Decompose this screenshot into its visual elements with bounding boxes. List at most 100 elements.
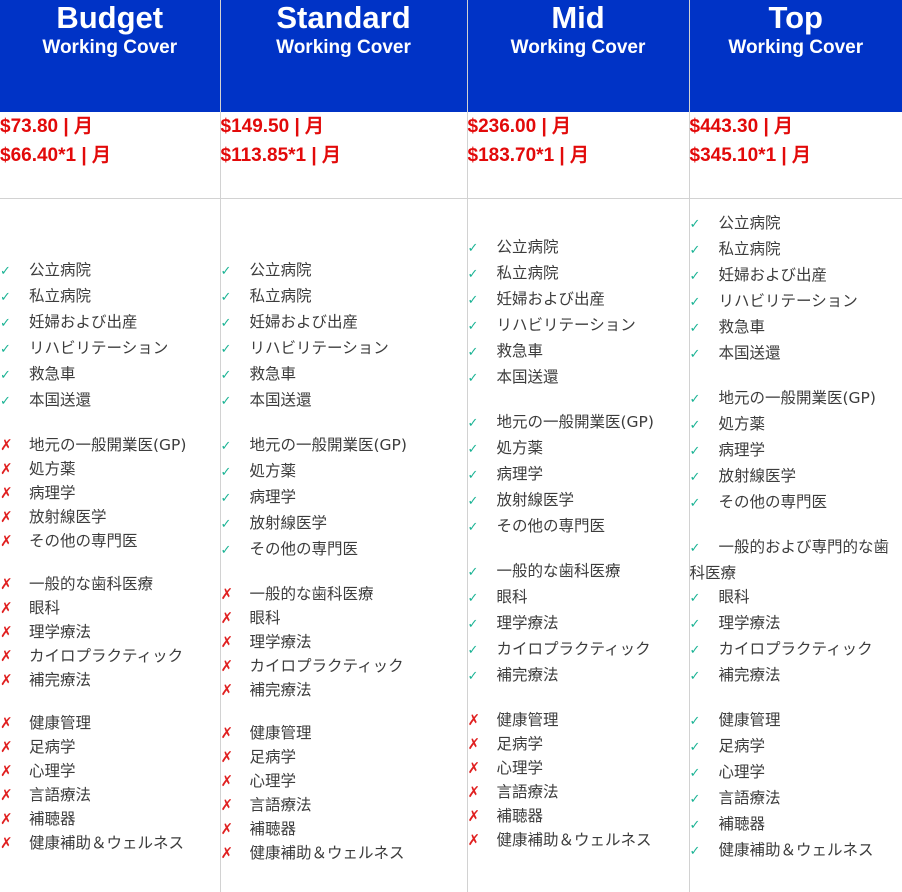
feature-group: ✓ 公立病院 ✓ 私立病院 ✓ 妊婦および出産 ✓ リハビリテーション ✓ 救急車 ✓ 本国送還 (690, 211, 902, 367)
check-icon: ✓ (689, 739, 701, 755)
feature-item: ✓ 本国送還 (468, 365, 689, 391)
feature-item: ✗ 一般的な歯科医療 (0, 572, 220, 596)
feature-label: 健康管理 (718, 710, 781, 729)
check-icon: ✓ (689, 765, 701, 781)
cross-icon: ✗ (220, 795, 234, 814)
check-icon: ✓ (689, 216, 701, 232)
feature-item: ✗ 言語療法 (468, 780, 689, 804)
feature-label: 公立病院 (718, 213, 781, 232)
check-icon: ✓ (689, 346, 701, 362)
feature-label: 健康管理 (249, 723, 312, 742)
feature-label: 私立病院 (718, 239, 781, 258)
check-icon: ✓ (0, 263, 11, 279)
feature-label: 放射線医学 (29, 507, 107, 526)
feature-label: 処方薬 (249, 461, 297, 480)
check-icon: ✓ (689, 268, 701, 284)
feature-group: ✓ 公立病院 ✓ 私立病院 ✓ 妊婦および出産 ✓ リハビリテーション ✓ 救急車 ✓ 本国送還 (0, 258, 220, 414)
cross-icon: ✗ (220, 747, 234, 766)
check-icon: ✓ (689, 642, 701, 658)
plan-subtitle: Working Cover (510, 37, 646, 58)
feature-label: 私立病院 (249, 286, 312, 305)
feature-label: 健康補助＆ウェルネス (496, 830, 652, 849)
cross-icon: ✗ (0, 761, 13, 780)
feature-item: ✗ 病理学 (0, 481, 220, 505)
feature-label: 健康補助＆ウェルネス (718, 840, 874, 859)
feature-label: 妊婦および出産 (249, 312, 359, 331)
cross-icon: ✗ (0, 459, 13, 478)
feature-label: 病理学 (718, 440, 766, 459)
feature-label: リハビリテーション (249, 338, 389, 357)
feature-label: 救急車 (249, 364, 297, 383)
feature-item: ✓ 理学療法 (468, 611, 689, 637)
feature-label: 公立病院 (29, 260, 92, 279)
cross-icon: ✗ (0, 622, 13, 641)
feature-label: リハビリテーション (496, 315, 636, 334)
feature-label: 補完療法 (29, 670, 92, 689)
feature-item: ✗ 眼科 (0, 596, 220, 620)
feature-label: 妊婦および出産 (29, 312, 138, 331)
feature-list-top: ✓ 公立病院 ✓ 私立病院 ✓ 妊婦および出産 ✓ リハビリテーション ✓ 救急車 ✓ 本国送還 ✓ 地元… (689, 198, 902, 892)
feature-item: ✗ 健康管理 (468, 708, 689, 732)
cross-icon: ✗ (467, 806, 481, 825)
feature-item: ✓ 病理学 (468, 462, 689, 488)
feature-item: ✓ 救急車 (468, 339, 689, 365)
check-icon: ✓ (467, 240, 479, 256)
feature-item: ✓ 放射線医学 (468, 488, 689, 514)
feature-item: ✓ 病理学 (690, 438, 902, 464)
check-icon: ✓ (467, 616, 479, 632)
monthly-price: $73.80 | 月 (0, 116, 93, 137)
feature-item: ✗ 理学療法 (221, 630, 467, 654)
check-icon: ✓ (689, 713, 701, 729)
feature-label: 救急車 (496, 341, 544, 360)
feature-label: 心理学 (718, 762, 766, 781)
feature-label: 健康管理 (496, 710, 559, 729)
feature-item: ✓ 心理学 (690, 760, 902, 786)
feature-label: 言語療法 (29, 785, 92, 804)
feature-label: 地元の一般開業医(GP) (249, 435, 407, 454)
check-icon: ✓ (689, 540, 701, 556)
feature-item: ✗ 理学療法 (0, 620, 220, 644)
check-icon: ✓ (220, 542, 232, 558)
cross-icon: ✗ (220, 843, 234, 862)
feature-list-mid: ✓ 公立病院 ✓ 私立病院 ✓ 妊婦および出産 ✓ リハビリテーション ✓ 救急車 ✓ 本国送還 ✓ 地元… (467, 198, 690, 892)
check-icon: ✓ (0, 341, 11, 357)
monthly-price: $236.00 | 月 (467, 116, 572, 137)
feature-item: ✗ 一般的な歯科医療 (221, 582, 467, 606)
check-icon: ✓ (689, 817, 701, 833)
plan-header-row: Budget Working Cover Standard Working Co… (0, 0, 902, 112)
cross-icon: ✗ (0, 737, 13, 756)
feature-label: 補聴器 (29, 809, 76, 828)
feature-item: ✓ 救急車 (221, 362, 467, 388)
feature-group: ✗ 健康管理 ✗ 足病学 ✗ 心理学 ✗ 言語療法 ✗ 補聴器 ✗ 健康補助＆ウェルネス (0, 711, 220, 855)
feature-group: ✓ 地元の一般開業医(GP) ✓ 処方薬 ✓ 病理学 ✓ 放射線医学 ✓ その他の専門医 (690, 386, 902, 516)
check-icon: ✓ (689, 443, 701, 459)
cross-icon: ✗ (467, 710, 481, 729)
check-icon: ✓ (0, 315, 11, 331)
discounted-monthly-price: $183.70*1 | 月 (467, 145, 590, 166)
feature-item: ✓ カイロプラクティック (690, 637, 902, 663)
feature-item: ✗ カイロプラクティック (0, 644, 220, 668)
cross-icon: ✗ (220, 680, 234, 699)
check-icon: ✓ (220, 438, 232, 454)
feature-item: ✗ 足病学 (468, 732, 689, 756)
feature-label: その他の専門医 (718, 492, 828, 511)
feature-group: ✓ 公立病院 ✓ 私立病院 ✓ 妊婦および出産 ✓ リハビリテーション ✓ 救急車 ✓ 本国送還 (221, 258, 467, 414)
feature-label: 健康補助＆ウェルネス (249, 843, 405, 862)
plan-name: Standard (276, 0, 411, 35)
feature-label: 足病学 (718, 736, 766, 755)
check-icon: ✓ (689, 843, 701, 859)
cross-icon: ✗ (0, 531, 13, 550)
feature-item: ✗ 地元の一般開業医(GP) (0, 433, 220, 457)
cross-icon: ✗ (0, 574, 13, 593)
feature-label: リハビリテーション (29, 338, 169, 357)
feature-label: 補完療法 (249, 680, 312, 699)
feature-group: ✗ 健康管理 ✗ 足病学 ✗ 心理学 ✗ 言語療法 ✗ 補聴器 ✗ 健康補助＆ウェルネス (468, 708, 689, 852)
feature-item: ✓ 言語療法 (690, 786, 902, 812)
plan-subtitle: Working Cover (728, 37, 864, 58)
feature-label: 補聴器 (718, 814, 766, 833)
feature-label: その他の専門医 (29, 531, 138, 550)
feature-label: 公立病院 (249, 260, 312, 279)
feature-label: 一般的な歯科医療 (496, 561, 621, 580)
feature-item: ✓ 公立病院 (0, 258, 220, 284)
